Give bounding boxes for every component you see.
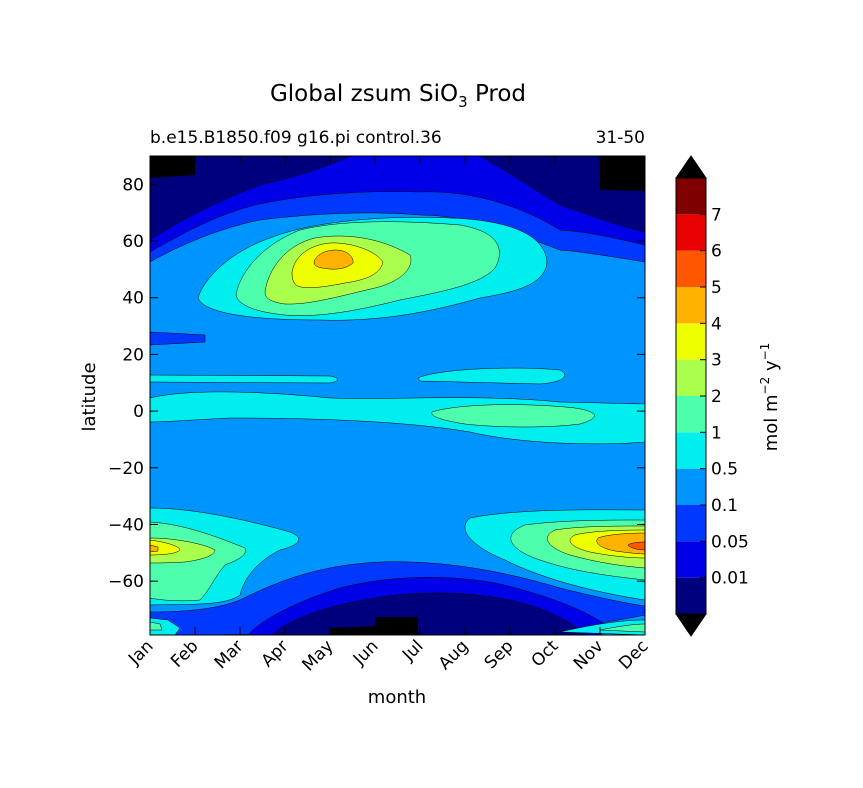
contour-0-0.01-north <box>150 156 645 241</box>
colorbar-swatch <box>676 577 706 614</box>
x-tick-label: Aug <box>435 636 473 674</box>
contour-4-5-south-late <box>596 532 645 555</box>
x-tick-label: Feb <box>167 636 202 671</box>
colorbar-swatch <box>676 468 706 505</box>
x-tick-label: Jun <box>349 636 383 670</box>
colorbar-tick-label: 4 <box>711 314 722 334</box>
contour-5-6-south-late <box>627 541 645 551</box>
colorbar-swatch <box>676 396 706 433</box>
contour-plot <box>150 156 645 635</box>
colorbar-tick-label: 3 <box>711 351 722 371</box>
y-tick-label: 40 <box>122 289 144 309</box>
y-tick-label: −20 <box>108 459 144 479</box>
y-axis: 80 60 40 20 0 −20 −40 −60 <box>108 175 645 592</box>
y-tick-label: 0 <box>133 402 144 422</box>
subtitle-right: 31-50 <box>596 128 645 148</box>
y-tick-label: 80 <box>122 175 144 195</box>
x-tick-label: Sep <box>481 636 518 673</box>
colorbar-swatch <box>676 359 706 396</box>
x-tick-label: Oct <box>528 636 563 671</box>
contour-1-2-equator <box>431 404 595 428</box>
x-tick-label: Jul <box>398 636 427 665</box>
colorbar-tick-label: 2 <box>711 387 722 407</box>
title-subscript: 3 <box>458 93 468 111</box>
subtitle-left: b.e15.B1850.f09 g16.pi control.36 <box>150 128 442 148</box>
colorbar-swatch <box>676 505 706 542</box>
colorbar-swatch <box>676 214 706 251</box>
x-tick-label: Dec <box>615 636 652 673</box>
x-axis-label: month <box>368 687 426 708</box>
colorbar-swatch <box>676 287 706 324</box>
contour-4-5-south <box>150 544 159 553</box>
x-tick-label: Nov <box>570 636 608 674</box>
colorbar-swatch <box>676 323 706 360</box>
y-tick-label: −60 <box>108 572 144 592</box>
x-tick-label: Apr <box>258 636 293 671</box>
contour-0.5-1-10N-late <box>417 367 565 385</box>
colorbar-swatch <box>676 432 706 469</box>
contour-1-2-south-bottom <box>150 621 645 633</box>
colorbar-swatch <box>676 250 706 287</box>
contour-4-5-northbloom <box>313 249 354 270</box>
y-tick-label: 20 <box>122 345 144 365</box>
x-tick-label: Mar <box>211 636 248 673</box>
colorbar-tick-label: 6 <box>711 242 722 262</box>
y-tick-label: 60 <box>122 232 144 252</box>
x-tick-label: Jan <box>124 636 157 669</box>
colorbar-tick-label: 0.05 <box>711 532 749 552</box>
contour-0-0.01-south <box>271 592 586 635</box>
colorbar-tick-label: 7 <box>711 205 722 225</box>
y-tick-label: −40 <box>108 515 144 535</box>
colorbar-label: mol m−2 y−1 <box>758 343 782 452</box>
colorbar-tick-label: 1 <box>711 423 722 443</box>
colorbar-extend-max <box>675 155 707 179</box>
chart-title: Global zsum SiO3 Prod <box>270 81 526 111</box>
colorbar-tick-label: 0.5 <box>711 460 738 480</box>
y-axis-label: latitude <box>79 362 100 431</box>
contour-below0-south <box>330 617 418 635</box>
x-tick-label: May <box>299 636 338 675</box>
colorbar-swatch <box>676 178 706 215</box>
plot-frame <box>149 155 646 636</box>
colorbar: 7 6 5 4 3 2 1 0.5 0.1 0.05 0.01 <box>675 155 749 637</box>
colorbar-tick-label: 5 <box>711 278 722 298</box>
contour-0.5-1-10N <box>150 374 338 384</box>
contour-0.05-0.1-subtrop <box>150 331 206 346</box>
colorbar-extend-min <box>675 613 707 637</box>
colorbar-swatch <box>676 541 706 578</box>
colorbar-tick-label: 0.1 <box>711 496 738 516</box>
colorbar-tick-label: 0.01 <box>711 569 749 589</box>
